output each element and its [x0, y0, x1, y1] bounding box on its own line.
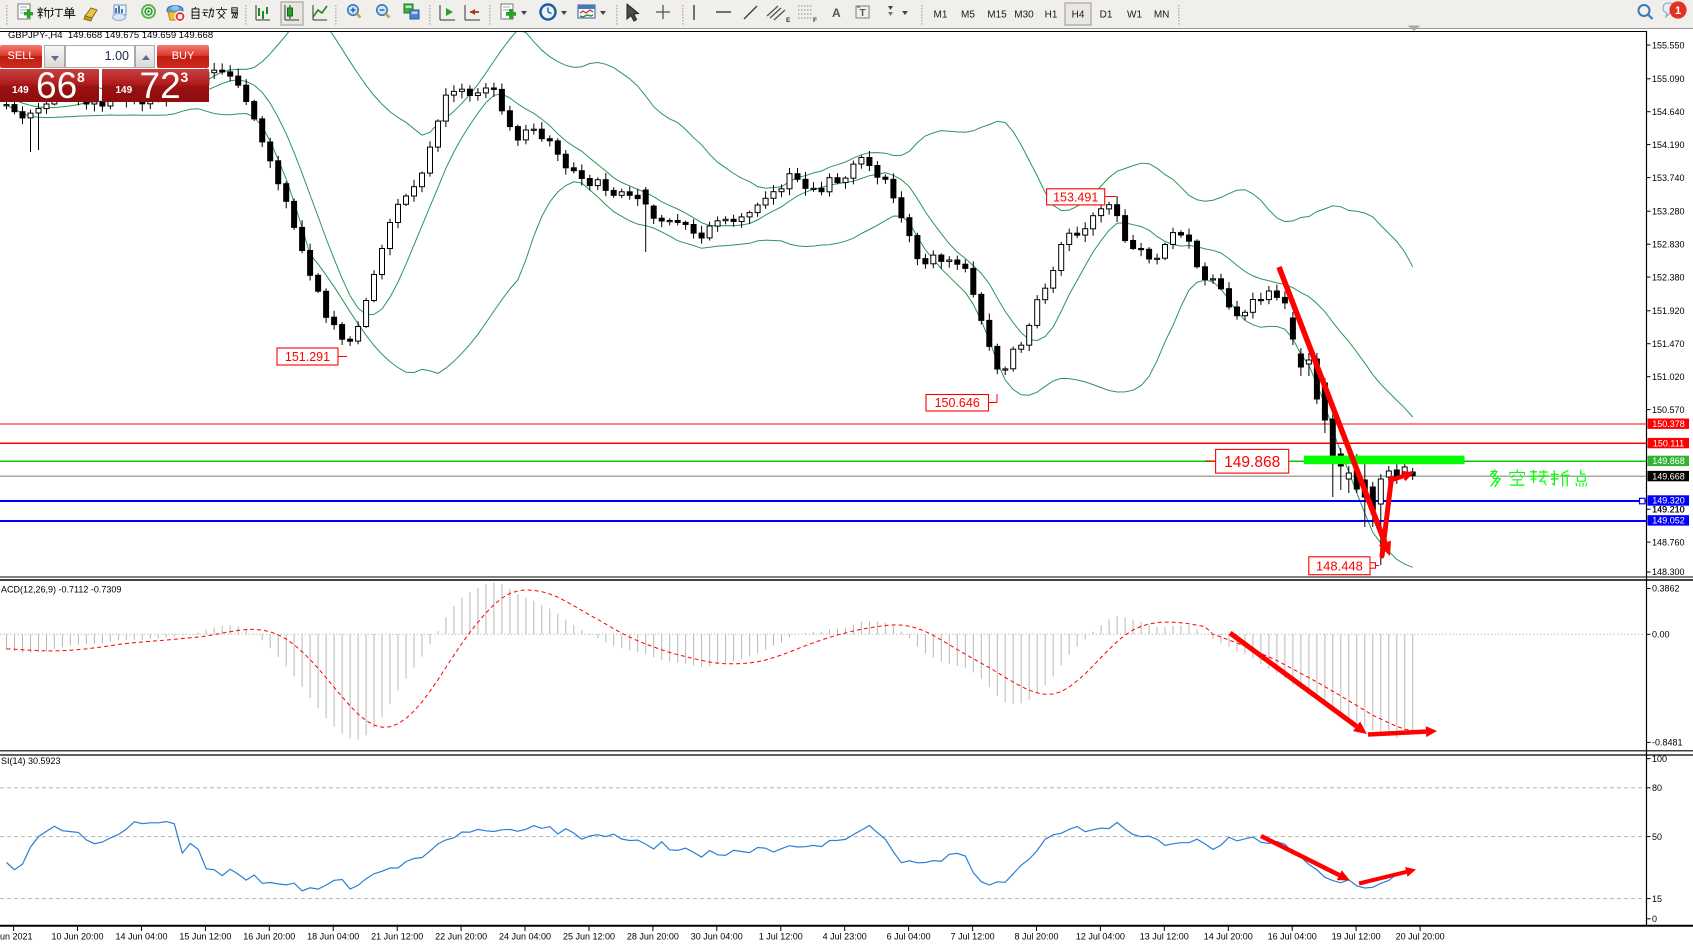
svg-text:153.740: 153.740	[1652, 173, 1685, 183]
svg-text:1: 1	[1675, 5, 1681, 17]
svg-text:ACD(12,26,9) -0.7112 -0.7309: ACD(12,26,9) -0.7112 -0.7309	[1, 585, 121, 595]
svg-text:M15: M15	[987, 10, 1007, 21]
svg-text:7 Jul 12:00: 7 Jul 12:00	[951, 932, 995, 942]
svg-text:150.570: 150.570	[1652, 405, 1685, 415]
svg-text:13 Jul 12:00: 13 Jul 12:00	[1140, 932, 1189, 942]
svg-text:154.640: 154.640	[1652, 107, 1685, 117]
svg-text:D1: D1	[1100, 10, 1113, 21]
svg-text:148.760: 148.760	[1652, 537, 1685, 547]
svg-text:149.052: 149.052	[1652, 516, 1685, 526]
svg-text:149.210: 149.210	[1652, 504, 1685, 514]
svg-text:1 Jul 12:00: 1 Jul 12:00	[759, 932, 803, 942]
svg-text:21 Jun 12:00: 21 Jun 12:00	[371, 932, 423, 942]
svg-text:28 Jun 20:00: 28 Jun 20:00	[627, 932, 679, 942]
svg-text:A: A	[832, 6, 841, 20]
svg-text:153.491: 153.491	[1053, 190, 1098, 204]
svg-text:20 Jul 20:00: 20 Jul 20:00	[1396, 932, 1445, 942]
svg-text:148.300: 148.300	[1652, 567, 1685, 577]
svg-text:151.020: 151.020	[1652, 372, 1685, 382]
svg-text:M1: M1	[934, 10, 948, 21]
svg-text:0.3862: 0.3862	[1652, 584, 1680, 594]
svg-text:E: E	[786, 17, 791, 24]
svg-text:152.380: 152.380	[1652, 272, 1685, 282]
svg-text:152.830: 152.830	[1652, 239, 1685, 249]
svg-text:150.111: 150.111	[1653, 438, 1684, 448]
svg-text:155.550: 155.550	[1652, 40, 1685, 50]
svg-text:148.448: 148.448	[1316, 558, 1363, 573]
svg-text:80: 80	[1652, 783, 1662, 793]
svg-text:25 Jun 12:00: 25 Jun 12:00	[563, 932, 615, 942]
svg-text:22 Jun 20:00: 22 Jun 20:00	[435, 932, 487, 942]
svg-text:6 Jul 04:00: 6 Jul 04:00	[887, 932, 931, 942]
svg-text:H4: H4	[1072, 10, 1085, 21]
svg-text:8 Jul 20:00: 8 Jul 20:00	[1014, 932, 1058, 942]
svg-text:T: T	[859, 8, 865, 19]
svg-text:151.470: 151.470	[1652, 339, 1685, 349]
svg-text:14 Jun 04:00: 14 Jun 04:00	[115, 932, 167, 942]
svg-text:SI(14) 30.5923: SI(14) 30.5923	[1, 756, 61, 766]
svg-text:149.868: 149.868	[1652, 456, 1685, 466]
svg-text:16 Jul 04:00: 16 Jul 04:00	[1268, 932, 1317, 942]
svg-text:M30: M30	[1014, 10, 1034, 21]
svg-text:16 Jun 20:00: 16 Jun 20:00	[243, 932, 295, 942]
svg-text:0: 0	[1652, 914, 1657, 924]
svg-text:155.090: 155.090	[1652, 74, 1685, 84]
svg-text:12 Jul 04:00: 12 Jul 04:00	[1076, 932, 1125, 942]
svg-text:153.280: 153.280	[1652, 206, 1685, 216]
svg-text:14 Jul 20:00: 14 Jul 20:00	[1204, 932, 1253, 942]
svg-text:F: F	[813, 17, 817, 24]
svg-text:18 Jun 04:00: 18 Jun 04:00	[307, 932, 359, 942]
svg-text:150.378: 150.378	[1652, 419, 1685, 429]
svg-text:15 Jun 12:00: 15 Jun 12:00	[179, 932, 231, 942]
svg-text:15: 15	[1652, 894, 1662, 904]
svg-text:149.320: 149.320	[1652, 496, 1685, 506]
svg-text:149.868: 149.868	[1224, 454, 1280, 471]
svg-text:151.920: 151.920	[1652, 306, 1685, 316]
svg-text:10 Jun 20:00: 10 Jun 20:00	[51, 932, 103, 942]
svg-text:W1: W1	[1127, 10, 1142, 21]
svg-text:M5: M5	[961, 10, 975, 21]
svg-text:4 Jul 23:00: 4 Jul 23:00	[823, 932, 867, 942]
svg-text:150.646: 150.646	[935, 396, 980, 410]
svg-text:24 Jun 04:00: 24 Jun 04:00	[499, 932, 551, 942]
svg-text:19 Jul 12:00: 19 Jul 12:00	[1332, 932, 1381, 942]
svg-text:MN: MN	[1154, 10, 1170, 21]
svg-text:H1: H1	[1045, 10, 1058, 21]
svg-text:149.210: 149.210	[1652, 504, 1685, 514]
svg-text:154.190: 154.190	[1652, 140, 1685, 150]
svg-text:149.668: 149.668	[1652, 471, 1685, 481]
svg-text:151.291: 151.291	[285, 350, 330, 364]
svg-text:-0.8481: -0.8481	[1652, 738, 1683, 748]
svg-text:50: 50	[1652, 832, 1662, 842]
svg-text:30 Jun 04:00: 30 Jun 04:00	[691, 932, 743, 942]
svg-text:100: 100	[1652, 754, 1667, 764]
svg-text:un 2021: un 2021	[0, 932, 33, 942]
svg-text:0.00: 0.00	[1652, 630, 1670, 640]
